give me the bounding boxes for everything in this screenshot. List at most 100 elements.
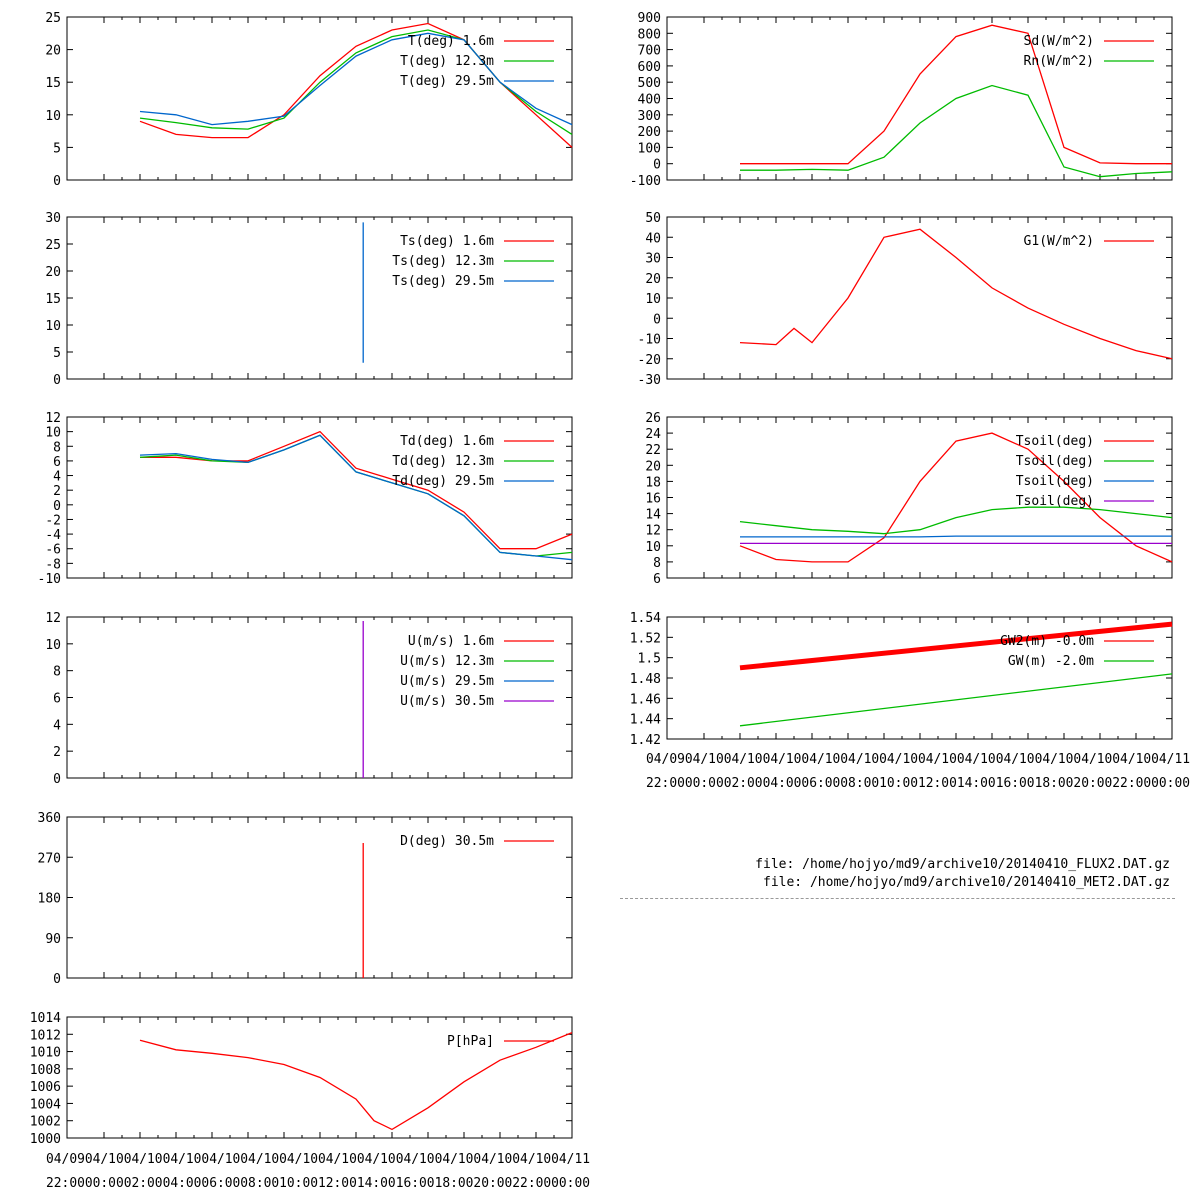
chart-wind-direction: 0 90 180 270 360 D(deg) 30.5m [38, 811, 573, 987]
y-tick-label: 600 [638, 60, 661, 75]
y-tick-label: 10 [45, 109, 61, 124]
y-tick-label: 22 [645, 443, 661, 458]
y-tick-label: 25 [45, 11, 61, 26]
legend-label: GW2(m) -0.0m [1000, 634, 1094, 649]
y-tick-label: 6 [53, 455, 61, 470]
y-tick-label: 0 [53, 373, 61, 388]
legend-label: U(m/s) 12.3m [400, 654, 494, 669]
y-tick-label: 180 [38, 892, 61, 907]
y-tick-label: -10 [638, 333, 661, 348]
y-tick-label: -4 [45, 528, 61, 543]
y-tick-label: 10 [45, 319, 61, 334]
series-line [739, 228, 1173, 360]
x-axis-time-labels: 22:0000:0002:0004:0006:0008:0010:0012:00… [46, 1176, 590, 1191]
y-tick-label: 18 [645, 475, 661, 490]
y-tick-label: 15 [45, 292, 61, 307]
y-tick-label: 0 [53, 499, 61, 514]
plot-frame [66, 416, 573, 579]
y-tick-label: 8 [653, 556, 661, 571]
x-axis-date-labels: 04/0904/1004/1004/1004/1004/1004/1004/10… [46, 1152, 590, 1167]
y-tick-label: 1.44 [630, 713, 661, 728]
y-tick-label: 300 [638, 109, 661, 124]
y-tick-label: 4 [53, 718, 61, 733]
legend-label: D(deg) 30.5m [400, 834, 494, 849]
y-tick-label: 1.48 [630, 672, 661, 687]
y-tick-label: 30 [45, 211, 61, 226]
legend-label: Tsoil(deg) [1016, 474, 1094, 489]
legend-label: T(deg) 1.6m [408, 34, 494, 49]
series-line [139, 434, 573, 557]
y-tick-label: 1010 [30, 1046, 61, 1061]
y-tick-label: 10 [645, 540, 661, 555]
series-line [740, 24, 1172, 165]
legend-label: Ts(deg) 12.3m [392, 254, 494, 269]
legend-label: Td(deg) 1.6m [400, 434, 494, 449]
y-tick-label: -20 [638, 353, 661, 368]
y-tick-label: 1000 [30, 1132, 61, 1147]
y-tick-label: 15 [45, 76, 61, 91]
y-tick-label: -2 [45, 513, 61, 528]
legend-label: T(deg) 29.5m [400, 74, 494, 89]
y-tick-label: 20 [45, 265, 61, 280]
y-tick-label: -6 [45, 543, 61, 558]
y-tick-label: 6 [53, 692, 61, 707]
legend-label: Tsoil(deg) [1016, 454, 1094, 469]
legend-label: Td(deg) 12.3m [392, 454, 494, 469]
y-tick-label: 1012 [30, 1028, 61, 1043]
legend-label: P[hPa] [447, 1034, 494, 1049]
legend-label: U(m/s) 29.5m [400, 674, 494, 689]
series-line [739, 621, 1173, 671]
x-axis-time-labels: 22:0000:0002:0004:0006:0008:0010:0012:00… [646, 776, 1190, 791]
chart-pressure: 1000 1002 1004 1006 1008 1010 1012 1014 P[hPa] [30, 1011, 573, 1147]
series-line [139, 32, 573, 126]
legend-label: T(deg) 12.3m [400, 54, 494, 69]
y-tick-label: 8 [53, 440, 61, 455]
y-tick-label: 0 [653, 158, 661, 173]
file-flux-label: file: /home/hojyo/md9/archive10/20140410… [755, 857, 1170, 872]
plot-frame [666, 616, 1173, 740]
legend-label: Sd(W/m^2) [1024, 34, 1094, 49]
y-tick-label: 1014 [30, 1011, 61, 1026]
y-tick-label: 1.52 [630, 631, 661, 646]
y-tick-label: 90 [45, 932, 61, 947]
plot-frame [666, 216, 1173, 380]
y-tick-label: 1008 [30, 1063, 61, 1078]
y-tick-label: 12 [645, 524, 661, 539]
y-tick-label: 900 [638, 11, 661, 26]
series-line [739, 432, 1173, 563]
y-tick-label: 1.46 [630, 692, 661, 707]
y-tick-label: 20 [645, 459, 661, 474]
series-line [740, 535, 1172, 538]
y-tick-label: 700 [638, 44, 661, 59]
plot-frame [66, 616, 573, 779]
y-tick-label: 25 [45, 238, 61, 253]
y-tick-label: 1006 [30, 1080, 61, 1095]
y-tick-label: 14 [645, 508, 661, 523]
y-tick-label: 0 [53, 174, 61, 189]
plot-frame [66, 216, 573, 380]
series-line [139, 434, 573, 561]
y-tick-label: 26 [645, 411, 661, 426]
y-tick-label: 1.42 [630, 733, 661, 748]
y-tick-label: 400 [638, 93, 661, 108]
y-tick-label: 24 [645, 427, 661, 442]
y-tick-label: 10 [45, 426, 61, 441]
y-tick-label: 8 [53, 665, 61, 680]
y-tick-label: -10 [38, 572, 61, 587]
series-line [739, 673, 1173, 727]
y-tick-label: 16 [645, 492, 661, 507]
y-tick-label: 360 [38, 811, 61, 826]
y-tick-label: 12 [45, 411, 61, 426]
y-tick-label: 0 [53, 772, 61, 787]
plot-frame [66, 816, 573, 979]
series-line [139, 1031, 573, 1131]
y-tick-label: 1.54 [630, 611, 661, 626]
plot-frame [666, 416, 1173, 579]
y-tick-label: -8 [45, 557, 61, 572]
series-line [740, 84, 1173, 178]
chart-ground-heat: -30 -20 -10 0 10 20 30 40 50 G1(W/m^2) [638, 211, 1173, 388]
y-tick-label: 800 [638, 27, 661, 42]
